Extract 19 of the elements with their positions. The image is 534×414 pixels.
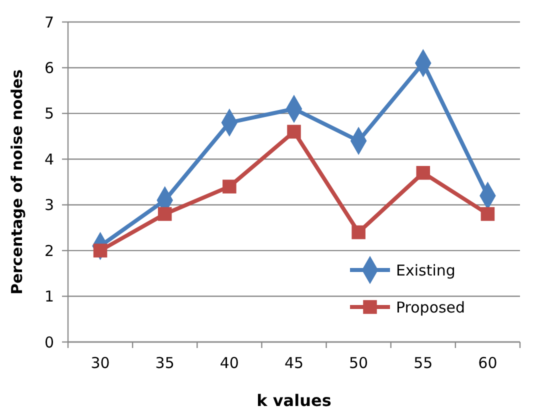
- x-tick-label: 35: [155, 354, 174, 372]
- x-tick-label: 55: [414, 354, 433, 372]
- y-tick-label: 1: [44, 288, 54, 306]
- y-tick-label: 2: [44, 242, 54, 260]
- y-tick-label: 7: [44, 13, 54, 32]
- x-tick-label: 50: [349, 354, 368, 372]
- legend-label: Existing: [396, 261, 456, 280]
- y-tick-label: 5: [44, 104, 54, 123]
- y-tick-label: 4: [44, 150, 54, 168]
- y-tick-label: 3: [44, 196, 54, 214]
- y-tick-label: 0: [44, 333, 54, 352]
- y-tick-label: 6: [44, 58, 54, 77]
- legend-label: Proposed: [396, 298, 466, 316]
- x-tick-label: 45: [284, 354, 304, 372]
- x-axis-title: k values: [256, 391, 332, 410]
- x-tick-label: 30: [90, 354, 110, 372]
- x-tick-label: 60: [478, 354, 498, 372]
- x-tick-label: 40: [220, 354, 239, 372]
- y-axis-title: Percentage of noise nodes: [8, 69, 26, 295]
